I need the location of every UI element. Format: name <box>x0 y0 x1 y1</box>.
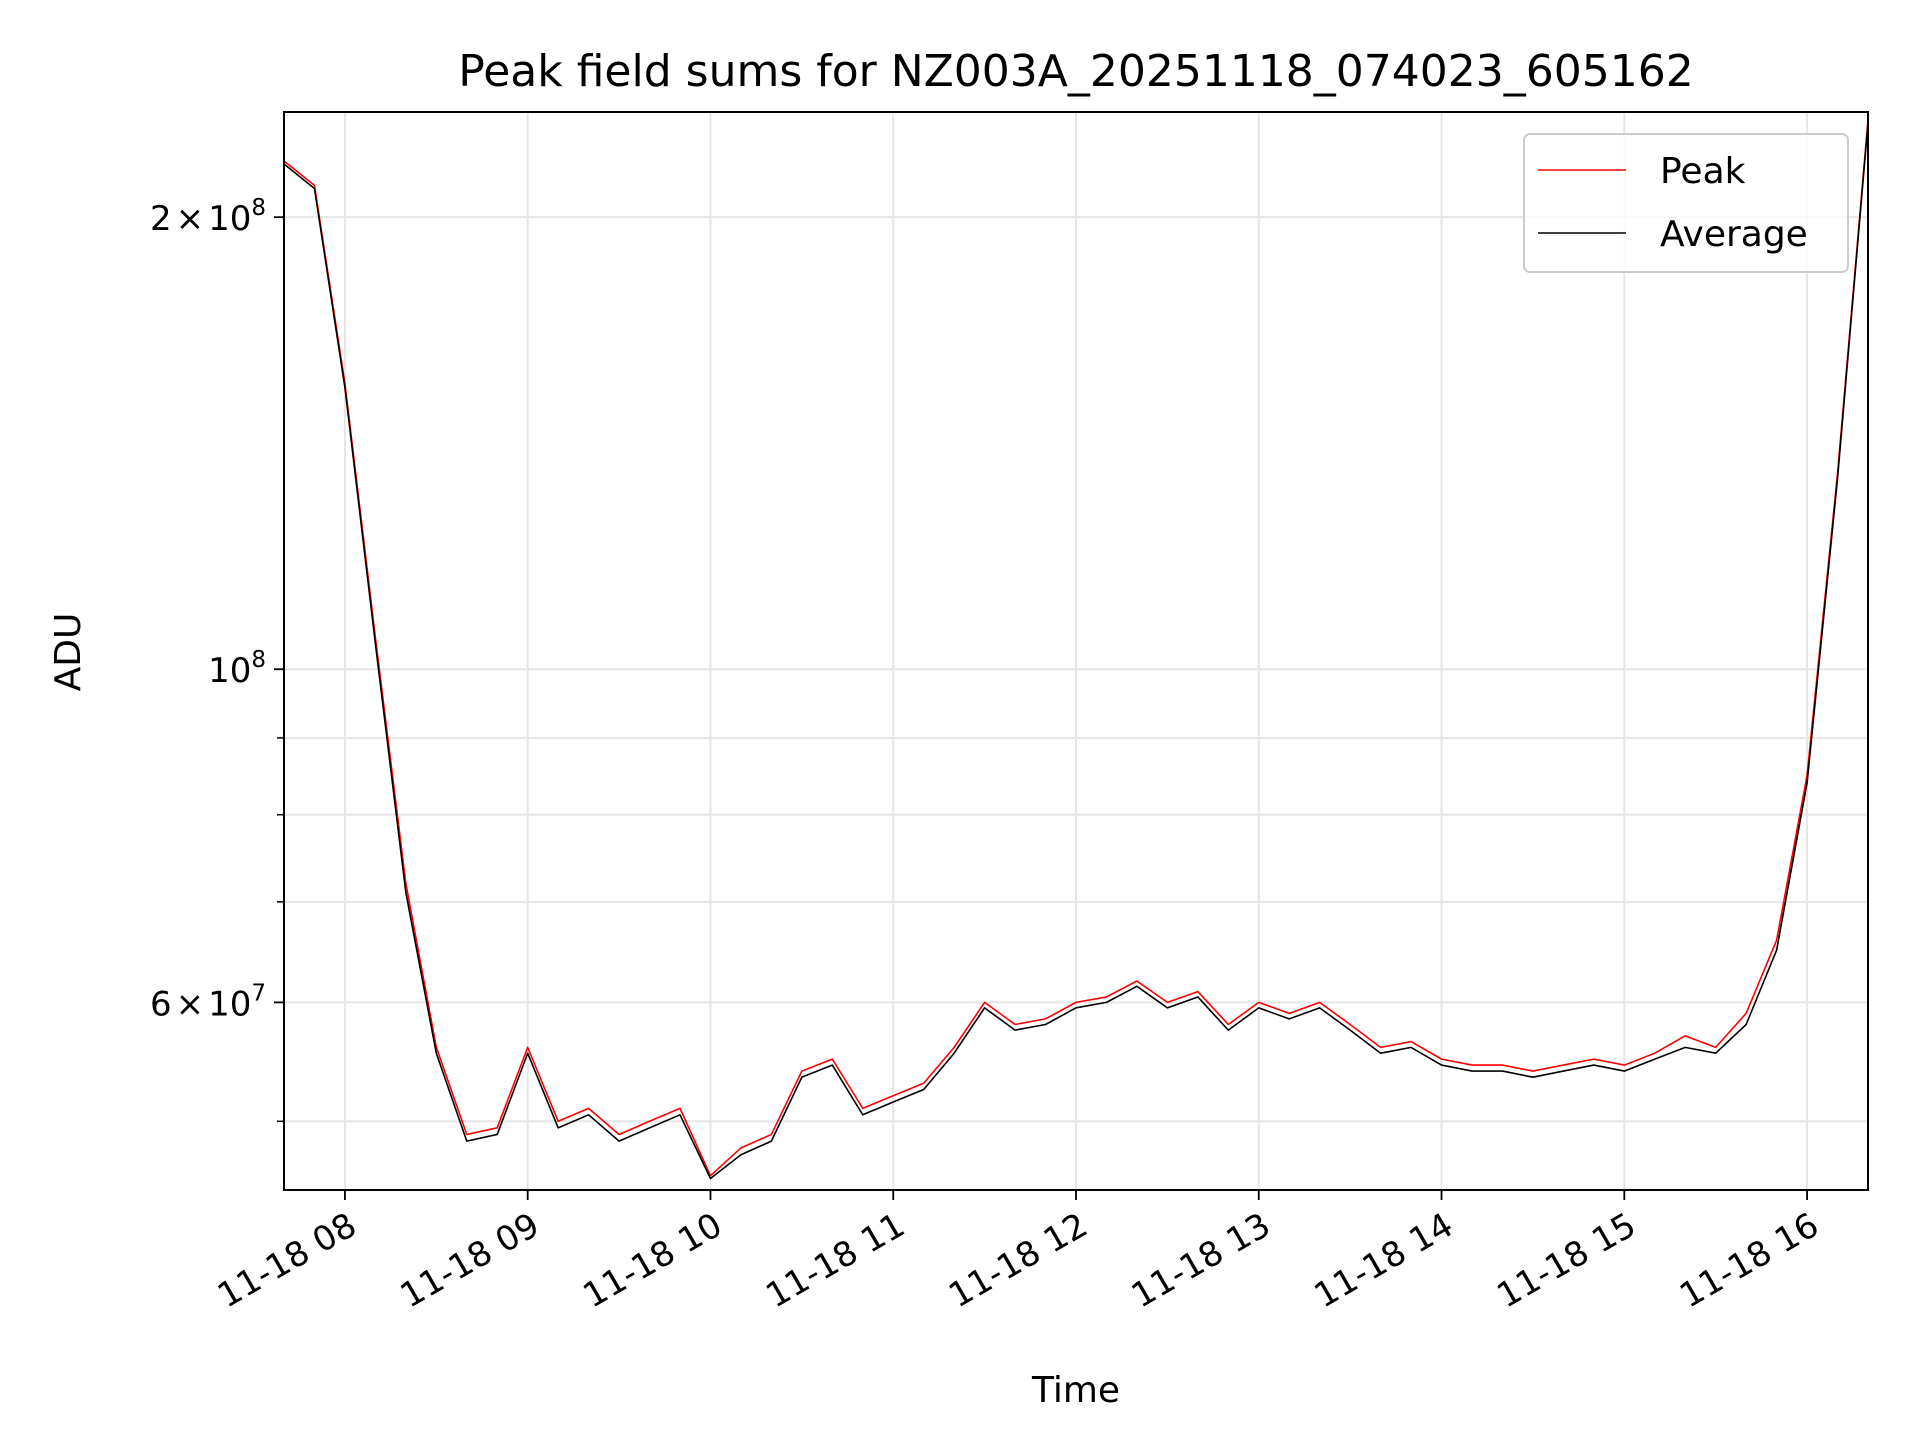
y-tick-mantissa: 6 <box>150 984 172 1024</box>
y-tick-mantissa: 2 <box>150 199 172 239</box>
series-line-average <box>283 123 1869 1180</box>
y-tick-label-1: 108 <box>208 647 266 691</box>
y-tick-times: × <box>176 199 205 239</box>
y-tick-exponent: 8 <box>251 195 266 221</box>
legend-label-average: Average <box>1660 214 1808 255</box>
y-tick-exponent: 8 <box>251 647 266 673</box>
y-tick-times: × <box>176 984 205 1024</box>
series-line-peak <box>283 120 1869 1177</box>
y-tick-base: 10 <box>208 651 251 691</box>
y-tick-base: 10 <box>208 984 251 1024</box>
x-axis-label: Time <box>1031 1370 1120 1411</box>
series-layer <box>283 120 1869 1180</box>
y-tick-label-0: 6 × 107 <box>150 980 266 1024</box>
chart-title: Peak field sums for NZ003A_20251118_0740… <box>458 46 1693 97</box>
legend-box <box>1523 133 1849 273</box>
legend-label-peak: Peak <box>1660 151 1746 192</box>
y-tick-exponent: 7 <box>251 980 266 1006</box>
y-tick-base: 10 <box>208 199 251 239</box>
y-axis-label: ADU <box>48 613 89 692</box>
y-tick-label-2: 2 × 108 <box>150 195 266 239</box>
legend: Peak Average <box>1523 133 1849 273</box>
